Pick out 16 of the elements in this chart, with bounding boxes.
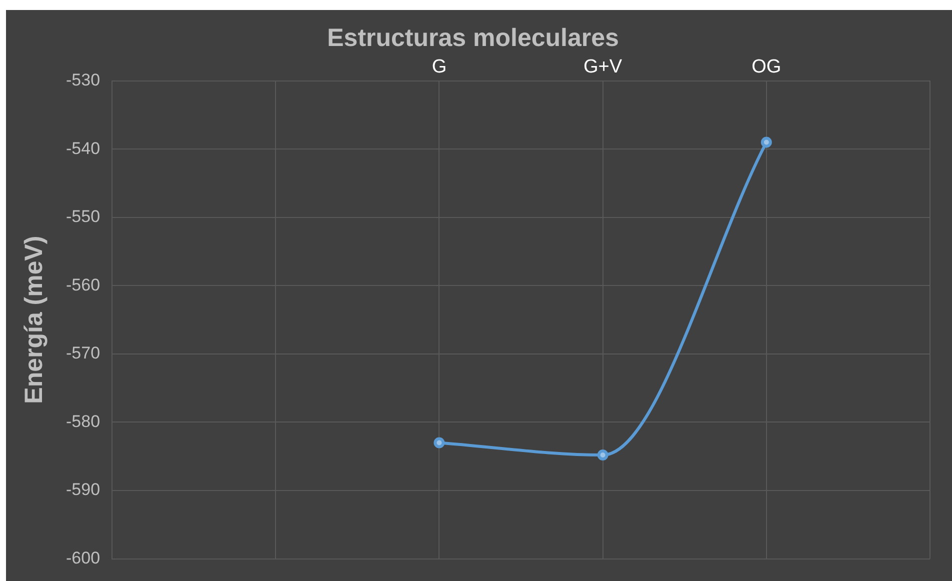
y-tick-label: -590	[66, 480, 100, 500]
y-axis-title: Energía (meV)	[20, 236, 48, 404]
y-tick-label: -550	[66, 207, 100, 226]
x-tick-label: G+V	[584, 56, 622, 78]
y-tick-label: -530	[66, 70, 100, 90]
y-tick-label: -560	[66, 275, 100, 294]
y-tick-label: -540	[66, 138, 100, 158]
x-tick-label: OG	[752, 56, 782, 78]
y-tick-label: -580	[66, 412, 100, 431]
point	[597, 450, 608, 461]
point	[760, 136, 772, 148]
point	[434, 437, 445, 448]
chart-title: Estructuras moleculares	[327, 24, 619, 52]
y-tick-label: -600	[66, 548, 100, 568]
y-tick-label: -570	[66, 344, 100, 363]
x-tick-label: G	[432, 56, 447, 78]
